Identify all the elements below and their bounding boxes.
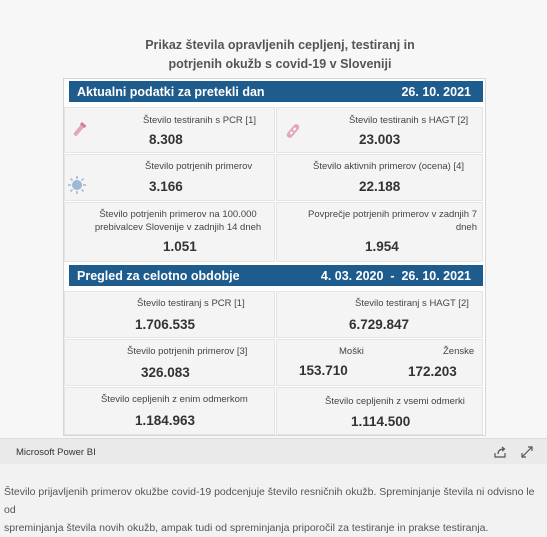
card-daily-pcr: Število testiranih s PCR [1] 8.308 [64,107,275,153]
total-women-value: 172.203 [408,364,457,379]
card-daily-hagt: Število testiranih s HAGT [2] 23.003 [276,107,483,153]
section-header-daily-date: 26. 10. 2021 [401,84,471,99]
daily-confirmed-value: 3.166 [149,179,183,194]
total-all-doses-value: 1.114.500 [351,414,411,429]
section-header-total-label: Pregled za celotno obdobje [77,268,240,283]
card-daily-per-100k: Število potrjenih primerov na 100.000 pr… [64,202,275,262]
section-header-daily-label: Aktualni podatki za pretekli dan [77,84,265,99]
daily-pcr-value: 8.308 [149,132,183,147]
daily-hagt-value: 23.003 [359,132,401,147]
daily-avg-7-label: Povprečje potrjenih primerov v zadnjih 7… [289,208,477,234]
daily-per-100k-label-line-1: Število potrjenih primerov na 100.000 [99,209,257,220]
section-header-daily: Aktualni podatki za pretekli dan 26. 10.… [69,81,483,102]
test-tube-icon [73,121,87,136]
daily-avg-7-label-line-1: Povprečje potrjenih primerov v zadnjih 7 [308,209,477,220]
report-title: Prikaz števila opravljenih cepljenj, tes… [100,36,460,74]
total-men-label: Moški [339,346,364,357]
daily-avg-7-value: 1.954 [365,239,399,254]
daily-confirmed-label: Število potrjenih primerov [145,161,253,172]
card-total-by-sex: Moški 153.710 Ženske 172.203 [276,339,483,386]
total-pcr-label: Število testiranj s PCR [1] [137,298,245,309]
total-women-label: Ženske [443,346,475,357]
rapid-test-icon [286,124,300,138]
daily-pcr-label: Število testiranih s PCR [1] [143,115,256,126]
section-header-total: Pregled za celotno obdobje 4. 03. 2020 -… [69,265,483,286]
total-one-dose-value: 1.184.963 [135,413,196,428]
daily-active-label: Število aktivnih primerov (ocena) [4] [313,161,465,172]
total-hagt-value: 6.729.847 [349,317,410,332]
total-pcr-value: 1.706.535 [135,317,196,332]
description-line-2: spreminjanja števila novih okužb, ampak … [4,522,489,534]
power-bi-brand-link[interactable]: Microsoft Power BI [16,447,96,458]
total-hagt-label: Število testiranj s HAGT [2] [355,298,469,309]
share-icon[interactable] [492,444,508,460]
power-bi-report: Prikaz števila opravljenih cepljenj, tes… [63,36,486,436]
card-total-confirmed: Število potrjenih primerov [3] 326.083 [64,339,275,386]
expand-icon[interactable] [519,444,535,460]
report-title-line-1: Prikaz števila opravljenih cepljenj, tes… [145,38,415,52]
card-total-all-doses: Število cepljenih z vsemi odmerki 1.114.… [276,387,483,435]
report-title-line-2: potrjenih okužb s covid-19 v Sloveniji [168,57,392,71]
total-one-dose-label: Število cepljenih z enim odmerkom [101,394,248,405]
total-all-doses-label: Število cepljenih z vsemi odmerki [325,396,465,407]
virus-icon [68,176,86,194]
total-men-value: 153.710 [299,363,348,378]
description-paragraph: Število prijavljenih primerov okužbe cov… [4,483,544,537]
description-line-1: Število prijavljenih primerov okužbe cov… [4,486,535,516]
daily-per-100k-label: Število potrjenih primerov na 100.000 pr… [89,208,267,234]
card-total-hagt: Število testiranj s HAGT [2] 6.729.847 [276,291,483,338]
card-daily-avg-7: Povprečje potrjenih primerov v zadnjih 7… [276,202,483,262]
daily-avg-7-label-line-2: dneh [455,222,477,233]
card-total-one-dose: Število cepljenih z enim odmerkom 1.184.… [64,387,275,435]
card-daily-active: Število aktivnih primerov (ocena) [4] 22… [276,154,483,201]
daily-per-100k-value: 1.051 [163,239,197,254]
total-confirmed-value: 326.083 [141,365,190,380]
daily-hagt-label: Število testiranih s HAGT [2] [349,115,469,126]
total-confirmed-label: Število potrjenih primerov [3] [127,346,248,357]
card-total-pcr: Število testiranj s PCR [1] 1.706.535 [64,291,275,338]
daily-per-100k-label-line-2: prebivalcev Slovenije v zadnjih 14 dneh [94,222,262,233]
power-bi-footer: Microsoft Power BI [0,438,547,464]
daily-active-value: 22.188 [359,179,401,194]
section-header-total-date-range: 4. 03. 2020 - 26. 10. 2021 [320,268,471,283]
card-daily-confirmed: Število potrjenih primerov 3.166 [64,154,275,201]
